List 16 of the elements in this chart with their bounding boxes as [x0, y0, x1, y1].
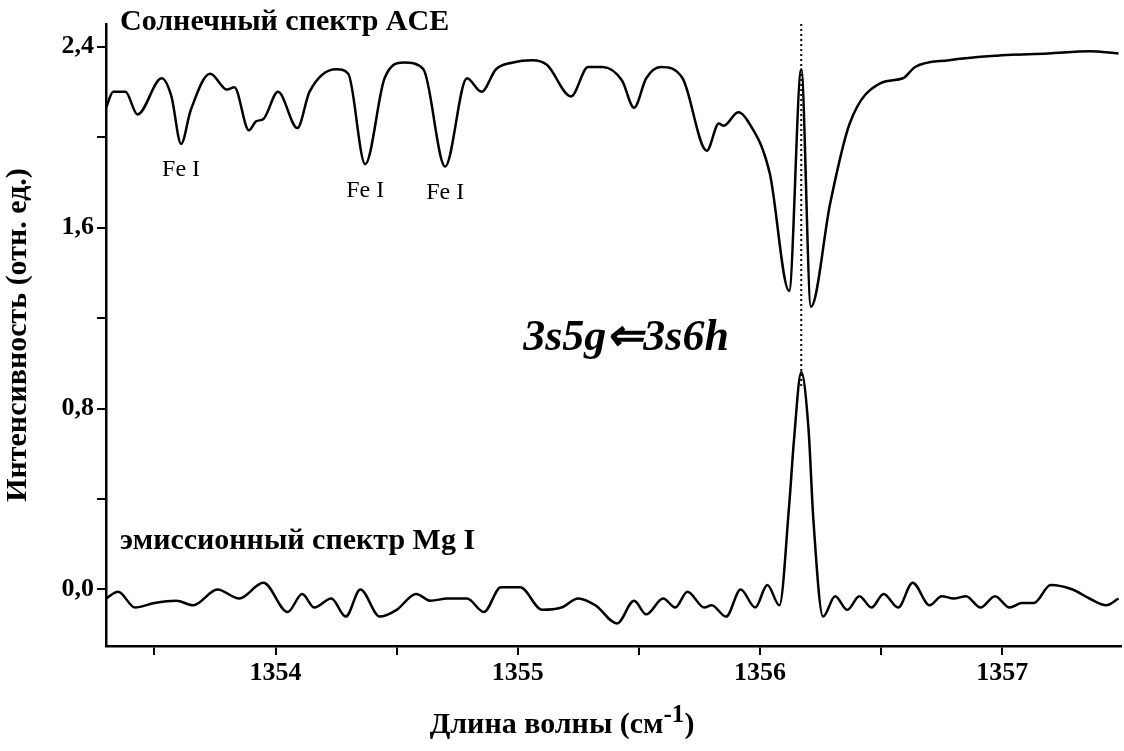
series-label: Солнечный спектр ACE: [120, 3, 450, 36]
x-tick-label: 1357: [976, 657, 1029, 687]
annotation: 3s5g⇐3s6h: [522, 310, 729, 360]
y-axis-title: Интенсивность (отн. ед.): [0, 168, 33, 502]
annotation: Fe I: [346, 175, 385, 202]
annotation: Fe I: [426, 177, 465, 204]
y-tick-label: 2,4: [61, 30, 94, 60]
x-tick-label: 1355: [491, 657, 544, 687]
y-tick-label: 0,0: [61, 573, 94, 603]
y-tick-label: 0,8: [61, 392, 94, 422]
x-axis-title: Длина волны (см$^{-1}$): [428, 700, 696, 740]
annotation: Fe I: [162, 155, 201, 182]
x-tick-label: 1356: [734, 657, 787, 687]
x-tick-label: 1354: [249, 657, 302, 687]
series-label: эмиссионный спектр Mg I: [120, 522, 476, 556]
y-tick-label: 1,6: [61, 211, 94, 241]
